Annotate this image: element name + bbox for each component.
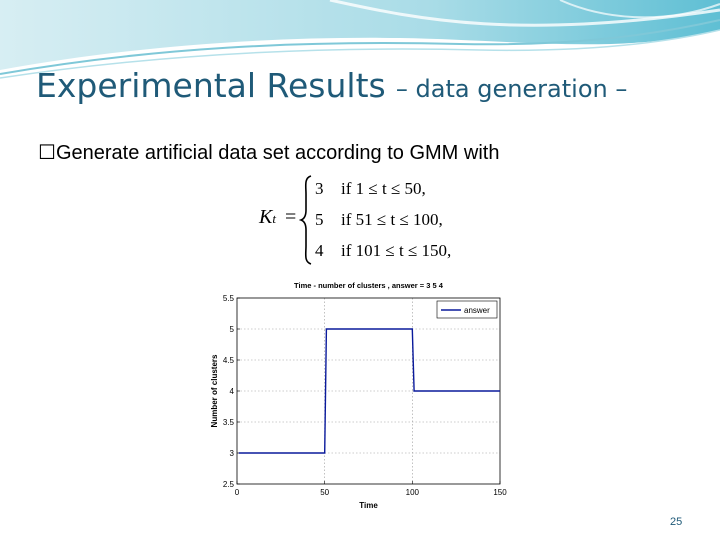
y-tick-label: 2.5 xyxy=(223,480,235,489)
formula-lhs-subscript: t xyxy=(272,211,276,226)
y-tick-label: 3 xyxy=(230,449,235,458)
formula-equals: = xyxy=(285,206,297,228)
y-tick-label: 3.5 xyxy=(223,418,235,427)
x-axis-label: Time xyxy=(359,501,378,509)
title-main: Experimental Results xyxy=(36,66,386,105)
bullet-text: Generate artificial data set according t… xyxy=(55,142,500,164)
header-wave-decoration xyxy=(0,0,720,79)
x-tick-label: 150 xyxy=(493,488,507,497)
formula-case-1: 3 if 1 ≤ t ≤ 50, xyxy=(315,179,426,199)
checkbox-icon xyxy=(38,140,56,164)
title-subtitle: – data generation – xyxy=(395,75,628,103)
legend-box xyxy=(436,300,498,319)
formula-lhs-symbol: K xyxy=(259,206,273,228)
piecewise-formula: Kt = 3 if 1 ≤ t ≤ 50, 5 if 51 ≤ t ≤ 100, 4… xyxy=(255,170,475,270)
case-condition: if 51 ≤ t ≤ 100, xyxy=(341,210,443,229)
y-tick-label: 5.5 xyxy=(223,294,235,303)
y-tick-label: 4 xyxy=(230,387,235,396)
chart: 0 50 100 150 2.5 3 3.5 4 4.5 5 5.5 Time - number of… xyxy=(193,277,531,509)
legend-label-answer: answer xyxy=(464,306,490,315)
chart-title: Time - number of clusters , answer = 3 5… xyxy=(294,281,444,290)
bullet-point: Generate artificial data set according t… xyxy=(38,140,499,165)
formula-brace xyxy=(299,175,312,265)
y-tick-label: 4.5 xyxy=(223,356,235,365)
x-tick-label: 50 xyxy=(320,488,329,497)
case-condition: if 101 ≤ t ≤ 150, xyxy=(341,241,452,260)
y-tick-label: 5 xyxy=(230,325,235,334)
formula-lhs: Kt xyxy=(259,206,276,229)
formula-case-2: 5 if 51 ≤ t ≤ 100, xyxy=(315,210,443,230)
y-axis-label: Number of clusters xyxy=(210,354,219,427)
case-value: 3 xyxy=(315,179,324,198)
case-condition: if 1 ≤ t ≤ 50, xyxy=(341,179,426,198)
page-number: 25 xyxy=(670,516,683,528)
x-tick-label: 0 xyxy=(235,488,240,497)
series-line-answer xyxy=(238,328,500,454)
case-value: 4 xyxy=(315,241,324,260)
x-tick-label: 100 xyxy=(406,488,420,497)
page-title: Experimental Results – data generation – xyxy=(36,66,627,105)
case-value: 5 xyxy=(315,210,324,229)
formula-case-3: 4 if 101 ≤ t ≤ 150, xyxy=(315,241,451,261)
